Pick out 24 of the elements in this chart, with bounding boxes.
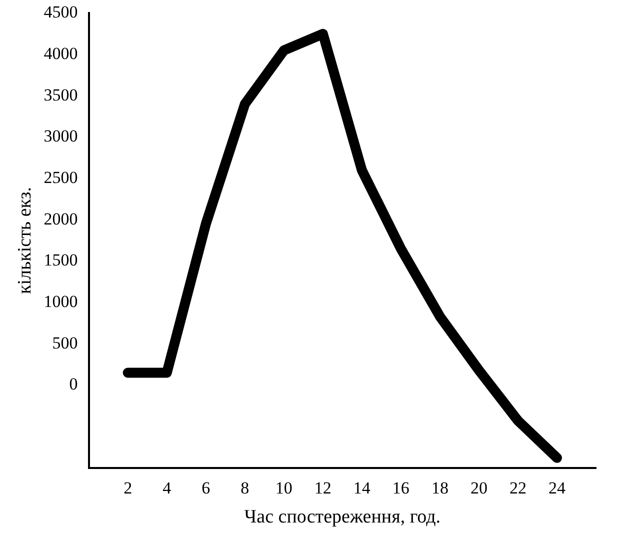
y-tick-label: 4500	[44, 2, 78, 22]
x-tick-label: 22	[509, 478, 526, 498]
y-tick-label: 3000	[44, 126, 78, 146]
x-tick-label: 8	[240, 478, 250, 498]
x-tick-label: 10	[275, 478, 292, 498]
x-tick-label: 24	[548, 478, 566, 498]
y-axis-title: кількість екз.	[14, 187, 36, 294]
x-tick-label: 14	[353, 478, 371, 498]
y-tick-label: 2000	[44, 209, 78, 228]
x-axis-title: Час спостереження, год.	[244, 506, 441, 528]
y-tick-label: 2500	[44, 168, 78, 187]
x-tick-label: 18	[431, 478, 448, 498]
x-tick-label: 12	[314, 478, 332, 498]
y-tick-label: 500	[52, 333, 78, 352]
x-tick-label: 16	[392, 478, 410, 498]
x-tick-label: 4	[162, 478, 172, 498]
x-tick-label: 20	[470, 478, 488, 498]
x-tick-label: 2	[124, 478, 132, 498]
y-tick-label: 1500	[44, 250, 78, 270]
x-tick-label: 6	[202, 478, 210, 498]
y-tick-label: 4000	[44, 44, 78, 63]
y-tick-label: 3500	[44, 85, 78, 104]
y-tick-label: 1000	[44, 292, 78, 311]
y-tick-label: 0	[69, 374, 78, 394]
